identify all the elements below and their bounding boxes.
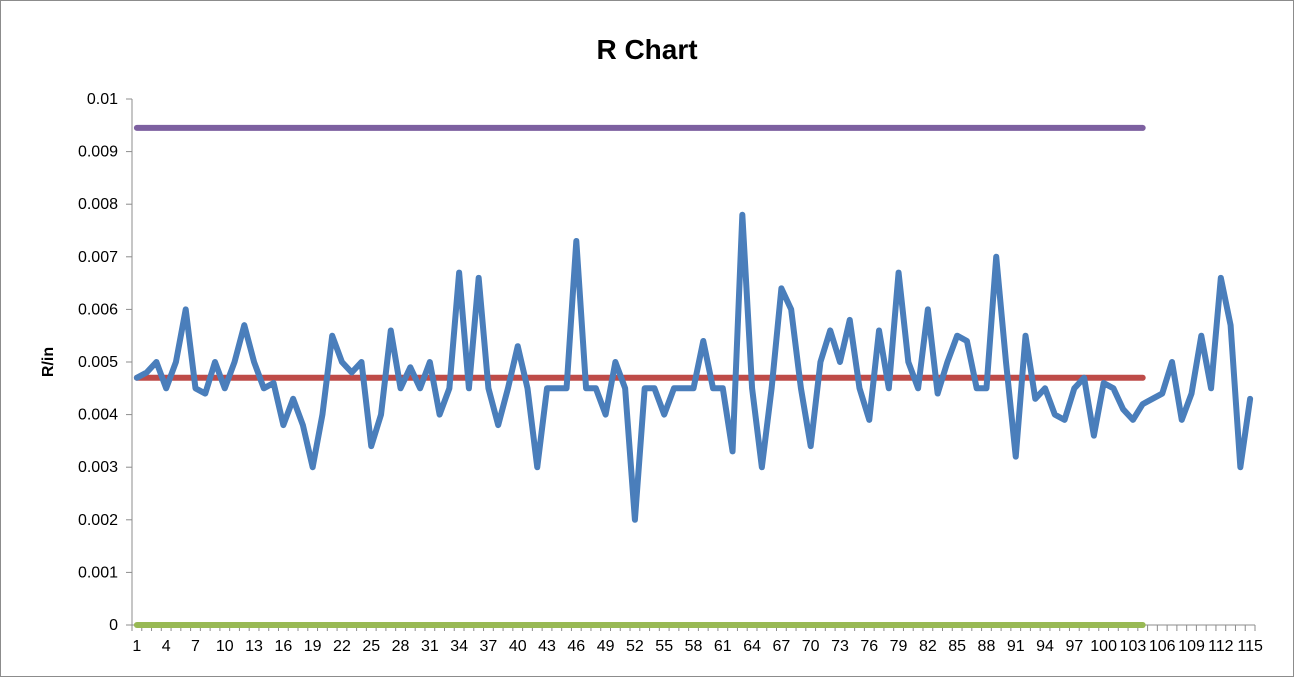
x-tick-label: 103 (1120, 638, 1147, 655)
x-tick-label: 67 (772, 638, 790, 655)
x-tick-label: 22 (333, 638, 351, 655)
y-tick-label: 0.004 (78, 407, 118, 424)
y-tick-label: 0.007 (78, 249, 118, 266)
x-tick-label: 55 (655, 638, 673, 655)
x-tick-label: 49 (597, 638, 615, 655)
series-lines (133, 124, 1254, 628)
r-values-line (133, 211, 1254, 523)
x-tick-label: 7 (191, 638, 200, 655)
x-tick-label: 61 (714, 638, 732, 655)
y-tick-label: 0.01 (87, 91, 118, 108)
x-tick-label: 97 (1065, 638, 1083, 655)
x-tick-label: 100 (1090, 638, 1117, 655)
y-axis-title: R/in (40, 347, 57, 377)
x-tick-label: 10 (216, 638, 234, 655)
x-tick-label: 25 (362, 638, 380, 655)
y-tick-label: 0.005 (78, 354, 118, 371)
x-tick-label: 28 (392, 638, 410, 655)
x-tick-label: 46 (567, 638, 585, 655)
x-tick-label: 13 (245, 638, 263, 655)
x-tick-label: 64 (743, 638, 761, 655)
x-tick-label: 106 (1149, 638, 1176, 655)
x-tick-label: 1 (132, 638, 141, 655)
y-tick-label: 0.001 (78, 564, 118, 581)
y-tick-label: 0.008 (78, 196, 118, 213)
x-tick-label: 34 (450, 638, 468, 655)
x-tick-label: 58 (685, 638, 703, 655)
chart-title: R Chart (596, 34, 697, 65)
x-tick-label: 85 (948, 638, 966, 655)
x-tick-label: 52 (626, 638, 644, 655)
y-tick-label: 0.003 (78, 459, 118, 476)
y-tick-label: 0.009 (78, 144, 118, 161)
x-tick-label: 16 (274, 638, 292, 655)
x-tick-label: 70 (802, 638, 820, 655)
x-tick-label: 82 (919, 638, 937, 655)
x-tick-label: 91 (1007, 638, 1025, 655)
x-tick-label: 43 (538, 638, 556, 655)
x-tick-label: 109 (1178, 638, 1205, 655)
x-tick-label: 19 (304, 638, 322, 655)
x-tick-label: 4 (162, 638, 171, 655)
x-tick-label: 115 (1237, 638, 1263, 655)
x-tick-label: 31 (421, 638, 439, 655)
x-tick-label: 37 (480, 638, 498, 655)
x-tick-label: 73 (831, 638, 849, 655)
y-tick-label: 0.002 (78, 512, 118, 529)
x-tick-label: 112 (1208, 638, 1234, 655)
tick-labels: 0 0.001 0.002 0.003 0.004 0.005 0.006 0.007 0.00… (78, 91, 1263, 655)
x-tick-label: 76 (860, 638, 878, 655)
x-tick-label: 79 (890, 638, 908, 655)
x-tick-label: 88 (978, 638, 996, 655)
y-tick-label: 0 (109, 617, 118, 634)
x-tick-label: 40 (509, 638, 527, 655)
axes (126, 98, 1256, 631)
x-tick-label: 94 (1036, 638, 1054, 655)
y-tick-label: 0.006 (78, 301, 118, 318)
